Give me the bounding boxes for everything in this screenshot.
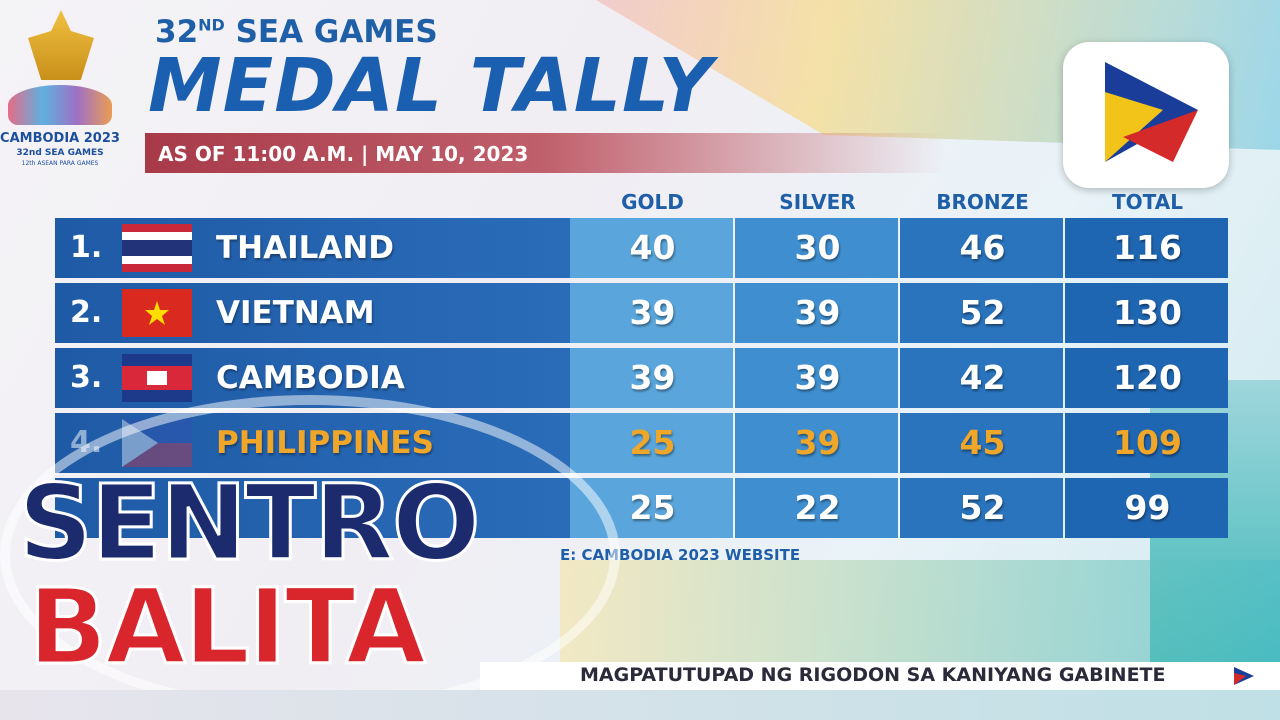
medal-count: 109 bbox=[1113, 423, 1182, 462]
medal-count: 39 bbox=[794, 423, 841, 462]
bg-shape bbox=[560, 560, 1280, 670]
country: THAILAND bbox=[216, 230, 395, 266]
medal-count: 25 bbox=[629, 423, 676, 462]
logo-title: CAMBODIA 2023 bbox=[0, 131, 120, 146]
column-header: GOLD bbox=[621, 190, 684, 214]
channel-logo bbox=[1063, 42, 1229, 188]
medal-cell bbox=[1065, 283, 1228, 343]
flag-thailand bbox=[122, 224, 192, 272]
medal-count: 39 bbox=[794, 358, 841, 397]
medal-count: 42 bbox=[959, 358, 1006, 397]
medal-cell bbox=[900, 478, 1063, 538]
logo-red bbox=[1123, 110, 1198, 162]
logo-small: 12th ASEAN PARA GAMES bbox=[21, 160, 99, 167]
ticker-bar bbox=[480, 662, 1280, 690]
medal-cell bbox=[900, 218, 1063, 278]
medal-count: 99 bbox=[1124, 488, 1171, 527]
flag-cambodia bbox=[122, 354, 192, 402]
source: E: CAMBODIA 2023 WEBSITE bbox=[560, 546, 801, 564]
bottom-strip bbox=[0, 690, 1280, 720]
medal-cell bbox=[900, 348, 1063, 408]
edition: 32ND SEA GAMES bbox=[155, 14, 438, 50]
medal-cell bbox=[1065, 478, 1228, 538]
as-of: AS OF 11:00 A.M. | MAY 10, 2023 bbox=[158, 142, 529, 166]
medal-cell bbox=[735, 348, 898, 408]
medal-cell bbox=[570, 283, 733, 343]
medal-cell bbox=[735, 478, 898, 538]
medal-cell bbox=[900, 413, 1063, 473]
rank: 2. bbox=[70, 295, 103, 330]
flag-vietnam bbox=[122, 289, 192, 337]
medal-count: 39 bbox=[794, 293, 841, 332]
logo-yellow bbox=[1105, 92, 1163, 162]
brand-line1: SENTRO bbox=[16, 462, 481, 584]
medal-cell bbox=[570, 218, 733, 278]
country: VIETNAM bbox=[216, 295, 375, 331]
logo-crown bbox=[28, 10, 94, 80]
brand-line2: BALITA bbox=[26, 566, 427, 688]
channel-logo-mark bbox=[1105, 62, 1198, 162]
medal-cell bbox=[570, 348, 733, 408]
medal-count: 116 bbox=[1113, 228, 1182, 267]
medal-count: 52 bbox=[959, 488, 1006, 527]
medal-cell bbox=[570, 413, 733, 473]
medal-count: 120 bbox=[1113, 358, 1182, 397]
medal-count: 30 bbox=[794, 228, 841, 267]
edition-suffix: ND bbox=[198, 15, 225, 35]
medal-count: 130 bbox=[1113, 293, 1182, 332]
medal-count: 39 bbox=[629, 293, 676, 332]
edition-name: SEA GAMES bbox=[235, 14, 438, 50]
column-header: BRONZE bbox=[936, 190, 1029, 214]
ticker-icon bbox=[1234, 667, 1254, 685]
medal-cell bbox=[1065, 413, 1228, 473]
date-bar bbox=[145, 133, 945, 173]
medal-cell bbox=[900, 283, 1063, 343]
medal-cell bbox=[735, 218, 898, 278]
medal-count: 46 bbox=[959, 228, 1006, 267]
medal-count: 22 bbox=[794, 488, 841, 527]
country: CAMBODIA bbox=[216, 360, 405, 396]
medal-count: 25 bbox=[629, 488, 676, 527]
medal-cell bbox=[735, 413, 898, 473]
medal-cell bbox=[735, 283, 898, 343]
logo-figures bbox=[8, 85, 112, 125]
column-header: TOTAL bbox=[1112, 190, 1183, 214]
medal-count: 39 bbox=[629, 358, 676, 397]
medal-count: 52 bbox=[959, 293, 1006, 332]
medal-cell bbox=[1065, 218, 1228, 278]
medal-count: 40 bbox=[629, 228, 676, 267]
column-header: SILVER bbox=[779, 190, 856, 214]
medal-count: 45 bbox=[959, 423, 1006, 462]
title: MEDAL TALLY bbox=[148, 43, 714, 129]
rank: 1. bbox=[70, 230, 103, 265]
logo-subtitle: 32nd SEA GAMES bbox=[16, 148, 104, 158]
edition-number: 32 bbox=[155, 14, 199, 50]
rank: 3. bbox=[70, 360, 103, 395]
ticker-text: MAGPATUTUPAD NG RIGODON SA KANIYANG GABI… bbox=[580, 664, 1166, 686]
medal-cell bbox=[1065, 348, 1228, 408]
